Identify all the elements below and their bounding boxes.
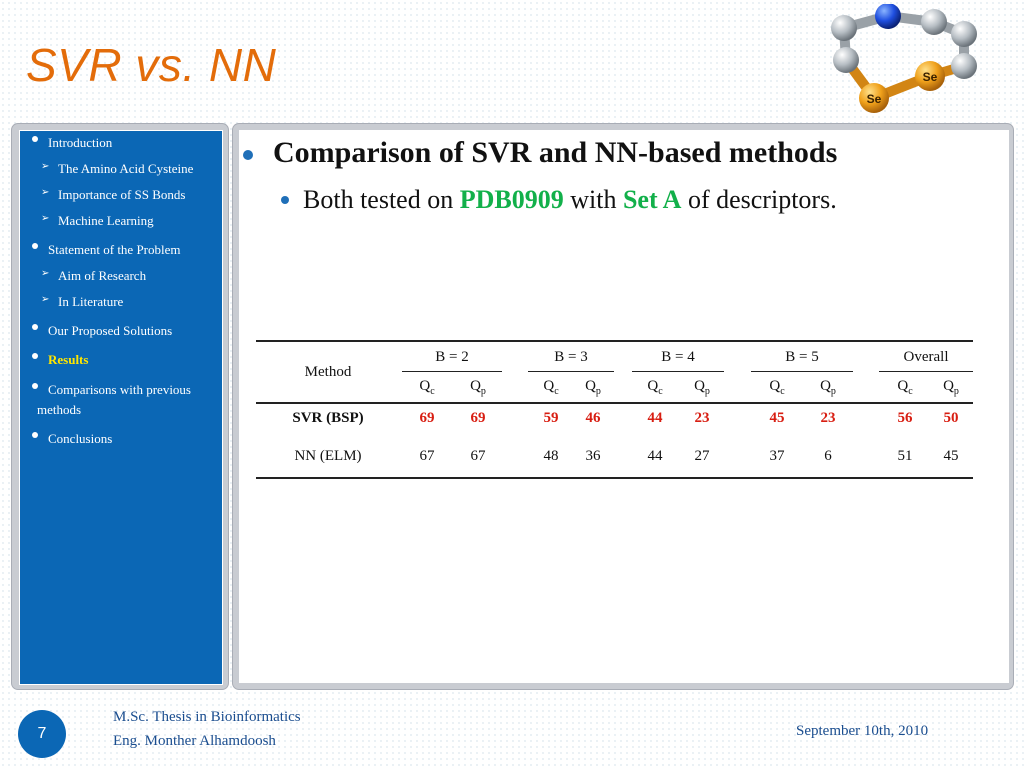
bullet-icon bbox=[243, 150, 253, 160]
nav-conclusions[interactable]: Conclusions bbox=[32, 431, 112, 447]
table-cell: 27 bbox=[694, 448, 710, 464]
table-cell: 48 bbox=[543, 448, 559, 464]
group-rule bbox=[528, 371, 614, 372]
dataset-name: PDB0909 bbox=[459, 185, 564, 214]
arrow-bullet-icon: ➢ bbox=[41, 213, 50, 224]
subheader-qp: Qp bbox=[820, 378, 836, 397]
subheader-qp: Qp bbox=[470, 378, 486, 397]
table-cell: 67 bbox=[419, 448, 435, 464]
group-rule bbox=[632, 371, 724, 372]
table-cell: 59 bbox=[543, 410, 559, 426]
nav-proposed-solutions[interactable]: Our Proposed Solutions bbox=[32, 323, 172, 339]
group-rule bbox=[879, 371, 973, 372]
sidebar bbox=[19, 130, 223, 685]
slide-title: SVR vs. NN bbox=[26, 39, 277, 91]
footer-thesis: M.Sc. Thesis in Bioinformatics bbox=[113, 709, 301, 725]
svg-text:Se: Se bbox=[923, 70, 938, 84]
subheader-qc: Qc bbox=[897, 378, 913, 397]
subheader-qc: Qc bbox=[419, 378, 435, 397]
nav-comparisons[interactable]: Comparisons with previous bbox=[32, 382, 191, 398]
header-overall: Overall bbox=[903, 349, 949, 365]
table-cell: 69 bbox=[419, 410, 435, 426]
bullet-icon bbox=[32, 136, 38, 142]
nav-introduction[interactable]: Introduction bbox=[32, 135, 112, 151]
header-b5: B = 5 bbox=[785, 349, 819, 365]
subheader-qp: Qp bbox=[694, 378, 710, 397]
table-cell: 56 bbox=[897, 410, 913, 426]
svg-text:Se: Se bbox=[867, 92, 882, 106]
nav-importance-ss-bonds[interactable]: ➢ Importance of SS Bonds bbox=[41, 187, 186, 202]
slide-number-badge: 7 bbox=[18, 710, 66, 758]
arrow-bullet-icon: ➢ bbox=[41, 268, 50, 279]
group-rule bbox=[751, 371, 853, 372]
table-cell: 44 bbox=[647, 410, 663, 426]
nav-in-literature[interactable]: ➢ In Literature bbox=[41, 294, 124, 309]
subheader-qc: Qc bbox=[769, 378, 785, 397]
header-b4: B = 4 bbox=[661, 349, 695, 365]
bullet-icon bbox=[281, 196, 289, 204]
subheader-qp: Qp bbox=[943, 378, 959, 397]
group-rule bbox=[402, 371, 502, 372]
table-cell: 6 bbox=[824, 448, 832, 464]
table-cell: 67 bbox=[470, 448, 486, 464]
header-b2: B = 2 bbox=[435, 349, 469, 365]
table-cell: 36 bbox=[585, 448, 601, 464]
table-cell: 69 bbox=[470, 410, 486, 426]
subheader-qp: Qp bbox=[585, 378, 601, 397]
table-cell: 50 bbox=[943, 410, 959, 426]
table-cell: 45 bbox=[943, 448, 959, 464]
nav-statement-of-problem[interactable]: Statement of the Problem bbox=[32, 242, 181, 258]
table-bottom-rule bbox=[256, 477, 973, 479]
arrow-bullet-icon: ➢ bbox=[41, 294, 50, 305]
content-area bbox=[239, 130, 1009, 683]
footer-date: September 10th, 2010 bbox=[796, 723, 929, 739]
arrow-bullet-icon: ➢ bbox=[41, 187, 50, 198]
table-header-rule bbox=[256, 402, 973, 404]
table-cell: 51 bbox=[897, 448, 913, 464]
nav-aim-of-research[interactable]: ➢ Aim of Research bbox=[41, 268, 147, 283]
nav-machine-learning[interactable]: ➢ Machine Learning bbox=[41, 213, 154, 228]
subheader-qc: Qc bbox=[543, 378, 559, 397]
nav-comparisons-cont[interactable]: methods bbox=[37, 402, 82, 417]
footer-author: Eng. Monther Alhamdoosh bbox=[113, 733, 276, 749]
nav-results[interactable]: Results bbox=[32, 352, 88, 368]
arrow-bullet-icon: ➢ bbox=[41, 161, 50, 172]
table-top-rule bbox=[256, 340, 973, 342]
table-cell: 37 bbox=[769, 448, 785, 464]
row-method-nn: NN (ELM) bbox=[294, 448, 362, 464]
table-cell: 23 bbox=[694, 410, 710, 426]
bullet-icon bbox=[32, 324, 38, 330]
bullet-icon bbox=[32, 353, 38, 359]
table-cell: 45 bbox=[769, 410, 785, 426]
row-method-svr: SVR (BSP) bbox=[292, 410, 364, 426]
bullet-icon bbox=[32, 243, 38, 249]
table-cell: 23 bbox=[820, 410, 836, 426]
header-b3: B = 3 bbox=[554, 349, 588, 365]
bullet-icon bbox=[32, 383, 38, 389]
table-cell: 44 bbox=[647, 448, 663, 464]
molecule-icon: Se Se bbox=[831, 4, 977, 113]
table-cell: 46 bbox=[585, 410, 601, 426]
subheader-qc: Qc bbox=[647, 378, 663, 397]
bullet-icon bbox=[32, 432, 38, 438]
descriptor-set-name: Set A bbox=[622, 185, 682, 214]
header-method: Method bbox=[304, 364, 352, 380]
nav-amino-acid-cysteine[interactable]: ➢ The Amino Acid Cysteine bbox=[41, 161, 194, 176]
